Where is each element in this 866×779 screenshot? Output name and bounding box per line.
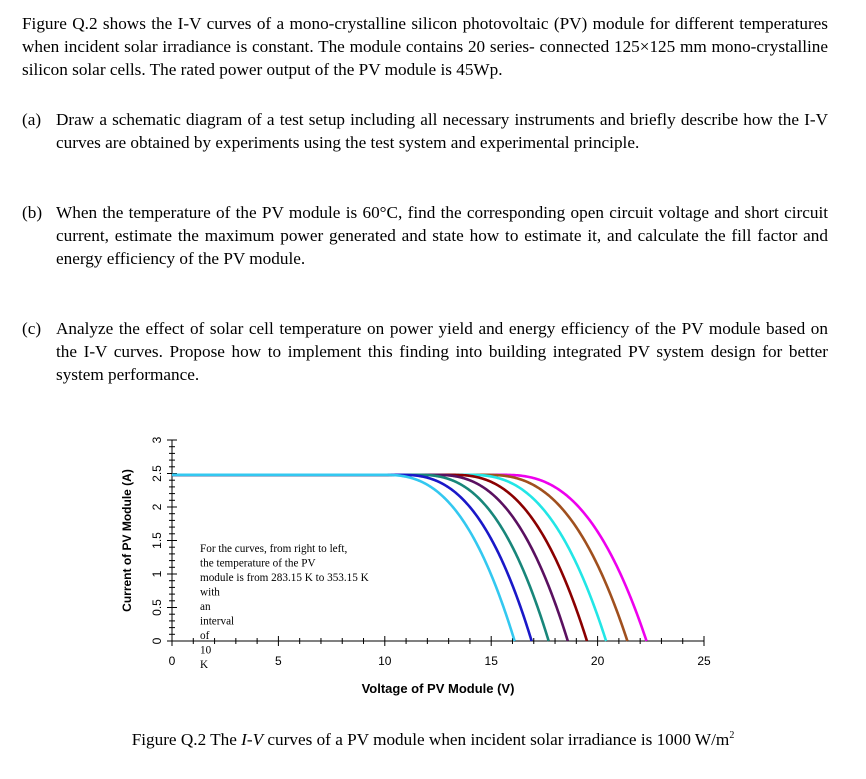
chart-annotation-line: For the curves, from right to left, [200, 543, 347, 555]
chart-annotation-line: 10 [200, 645, 212, 657]
chart-annotation-line: an [200, 601, 211, 613]
chart-annotation-line: the temperature of the PV [200, 558, 316, 570]
question-a: (a) Draw a schematic diagram of a test s… [22, 108, 828, 154]
y-tick-label: 1 [150, 570, 164, 577]
chart-axes [167, 439, 705, 646]
x-tick-label: 10 [378, 654, 392, 668]
y-tick-label: 0.5 [150, 599, 164, 616]
question-a-text: Draw a schematic diagram of a test setup… [56, 110, 828, 152]
x-axis-title: Voltage of PV Module (V) [362, 681, 515, 696]
question-b-text: When the temperature of the PV module is… [56, 203, 828, 268]
question-c-text: Analyze the effect of solar cell tempera… [56, 319, 828, 384]
y-tick-label: 2.5 [150, 465, 164, 482]
chart-labels: 0 5 10 15 20 25 0 0.5 1 1.5 2 2.5 3 Voltage of PV Mod… [120, 436, 711, 696]
chart-annotation-line: K [200, 659, 208, 671]
caption-superscript: 2 [729, 730, 735, 741]
caption-suffix: curves of a PV module when incident sola… [263, 730, 730, 749]
y-tick-label: 2 [150, 503, 164, 510]
chart-annotation-line: module is from 283.15 K to 353.15 K [200, 572, 369, 584]
x-tick-label: 25 [697, 654, 711, 668]
y-tick-label: 0 [150, 637, 164, 644]
chart-series-group [172, 473, 648, 642]
chart-annotation-line: interval [200, 616, 234, 628]
y-axis-title: Current of PV Module (A) [120, 469, 134, 612]
y-tick-label: 3 [150, 436, 164, 443]
caption-prefix: Figure Q.2 The [131, 730, 242, 749]
question-b-label: (b) [22, 203, 43, 222]
question-c: (c) Analyze the effect of solar cell tem… [22, 317, 828, 386]
iv-curve-series-8 [172, 473, 516, 642]
intro-paragraph: Figure Q.2 shows the I-V curves of a mon… [22, 14, 828, 79]
x-tick-label: 15 [485, 654, 499, 668]
question-b: (b) When the temperature of the PV modul… [22, 201, 828, 270]
figure-caption: Figure Q.2 The I-V curves of a PV module… [0, 730, 866, 750]
question-a-label: (a) [22, 110, 42, 129]
chart-annotation-line: with [200, 587, 220, 599]
question-c-label: (c) [22, 319, 42, 338]
caption-italic: I-V [241, 730, 264, 749]
y-tick-label: 1.5 [150, 532, 164, 549]
x-tick-label: 5 [275, 654, 282, 668]
x-tick-label: 20 [591, 654, 605, 668]
chart-annotation-line: of [200, 630, 210, 642]
x-tick-label: 0 [169, 654, 176, 668]
